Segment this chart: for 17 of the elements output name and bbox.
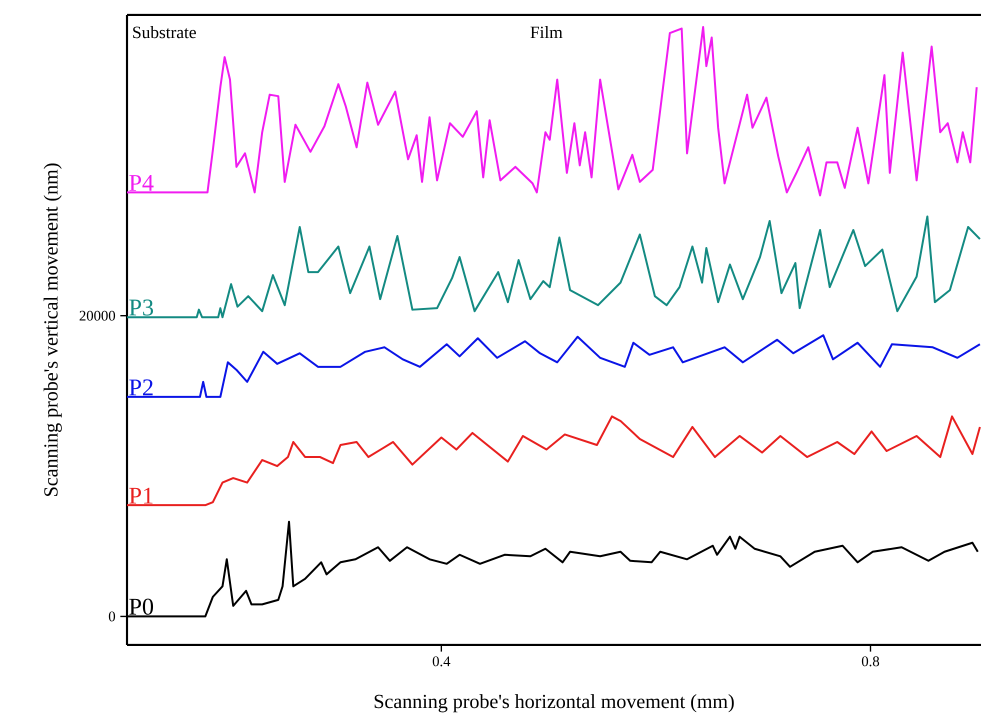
y-tick-label: 0 xyxy=(108,611,116,622)
line-series xyxy=(126,415,981,506)
line-series xyxy=(126,26,978,196)
x-tick-label: 0.4 xyxy=(432,656,450,666)
x-axis-title: Scanning probe's horizontal movement (mm) xyxy=(374,694,734,712)
y-axis-title: Scanning probe's vertical movement (nm) xyxy=(44,164,62,496)
line-series xyxy=(126,334,981,398)
series-label: P3 xyxy=(129,299,154,316)
series-label: P1 xyxy=(129,488,153,504)
x-tick-label: 0.8 xyxy=(862,656,880,666)
series-label: P0 xyxy=(129,598,154,615)
annotation: Film xyxy=(530,26,562,38)
series-label: P2 xyxy=(129,379,153,396)
annotation: Substrate xyxy=(133,26,196,38)
line-series xyxy=(126,215,981,318)
y-tick-label: 20000 xyxy=(80,310,116,321)
series-label: P4 xyxy=(129,175,154,191)
